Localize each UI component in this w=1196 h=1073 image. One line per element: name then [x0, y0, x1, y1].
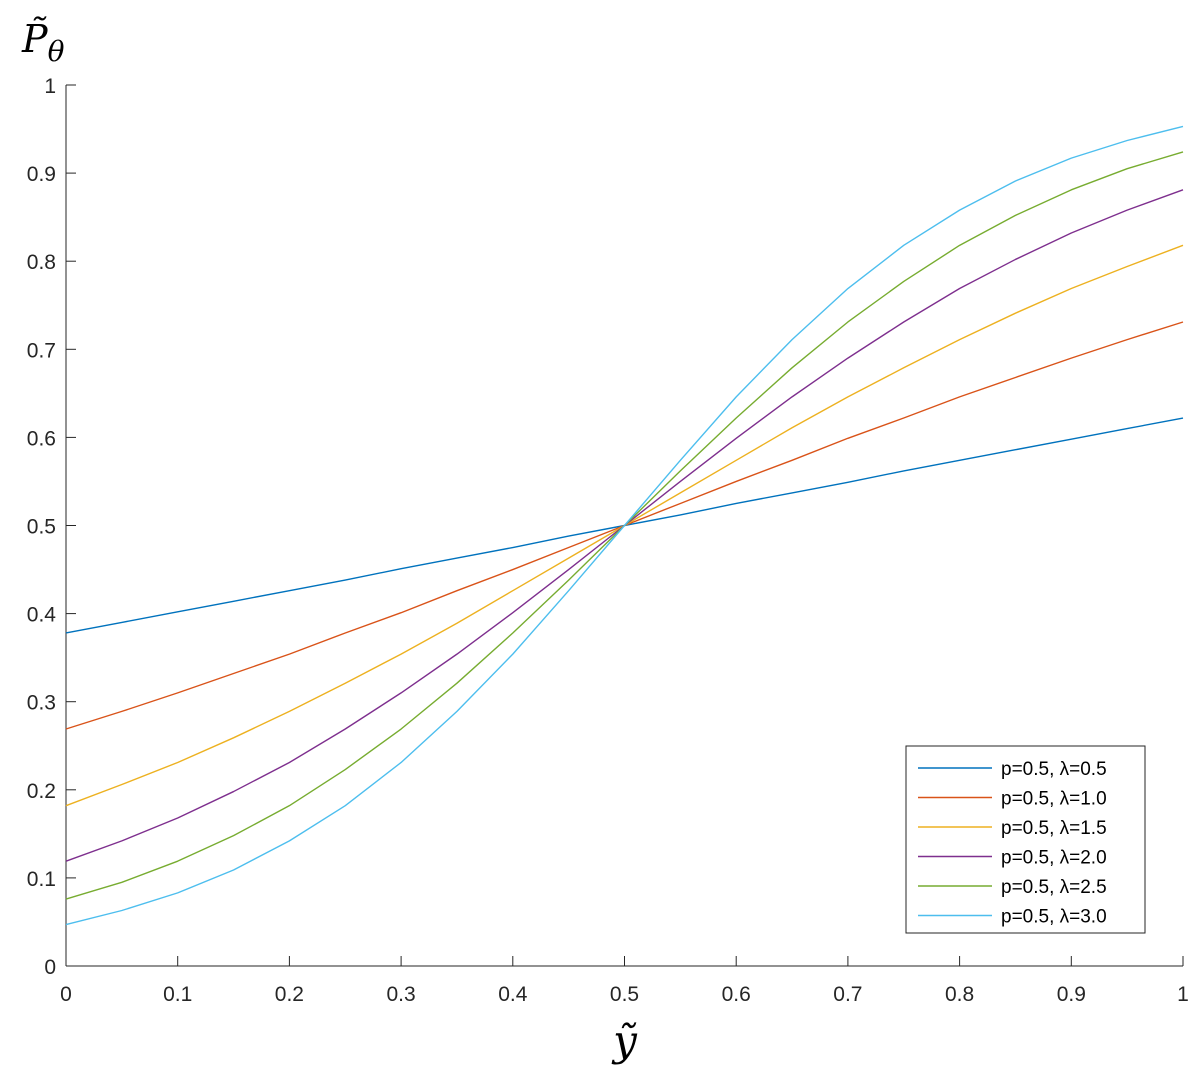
legend: p=0.5, λ=0.5 p=0.5, λ=1.0 p=0.5, λ=1.5 p=0.… [905, 745, 1146, 934]
y-tick-labels: 0 0.1 0.2 0.3 0.4 0.5 0.6 0.7 0.8 0.9 1 [27, 75, 57, 979]
x-tick-label: 0.2 [275, 983, 304, 1006]
y-tick-label: 0 [44, 956, 56, 979]
axes [65, 84, 1184, 967]
y-tick-label: 0.4 [27, 604, 57, 627]
legend-label-3: p=0.5, λ=1.5 [1001, 818, 1107, 839]
y-tick-label: 0.6 [27, 427, 56, 450]
legend-label-1: p=0.5, λ=0.5 [1001, 759, 1107, 780]
legend-box [905, 745, 1146, 934]
y-axis-title-sub: θ [48, 35, 65, 68]
legend-label-6: p=0.5, λ=3.0 [1001, 907, 1107, 928]
y-axis-title-base: P̃ [21, 17, 49, 61]
legend-items: p=0.5, λ=0.5 p=0.5, λ=1.0 p=0.5, λ=1.5 p=0.… [918, 759, 1107, 928]
y-axis-title: P̃θ [21, 17, 65, 68]
y-tick-label: 0.9 [27, 163, 56, 186]
x-tick-label: 0.4 [498, 983, 528, 1006]
legend-label-4: p=0.5, λ=2.0 [1001, 848, 1107, 869]
x-tick-label: 0.6 [722, 983, 751, 1006]
series-layer [65, 125, 1184, 926]
x-tick-label: 0.8 [945, 983, 974, 1006]
y-tick-label: 0.3 [27, 692, 56, 715]
x-tick-label: 1 [1177, 983, 1189, 1006]
y-tick-label: 0.8 [27, 251, 56, 274]
x-tick-label: 0.5 [610, 983, 639, 1006]
x-axis-title: ỹ [611, 1016, 638, 1065]
legend-label-5: p=0.5, λ=2.5 [1001, 877, 1107, 898]
legend-label-2: p=0.5, λ=1.0 [1001, 789, 1107, 810]
series-line-6 [65, 125, 1184, 926]
x-tick-label: 0 [60, 983, 72, 1006]
x-tick-label: 0.9 [1057, 983, 1086, 1006]
x-tick-labels: 0 0.1 0.2 0.3 0.4 0.5 0.6 0.7 0.8 0.9 1 [60, 983, 1189, 1006]
y-tick-label: 1 [44, 75, 56, 98]
x-tick-label: 0.3 [386, 983, 415, 1006]
y-tick-label: 0.2 [27, 780, 56, 803]
y-tick-label: 0.5 [27, 516, 56, 539]
y-tick-label: 0.7 [27, 339, 56, 362]
y-tick-label: 0.1 [27, 868, 56, 891]
x-tick-label: 0.7 [833, 983, 862, 1006]
x-tick-label: 0.1 [163, 983, 192, 1006]
